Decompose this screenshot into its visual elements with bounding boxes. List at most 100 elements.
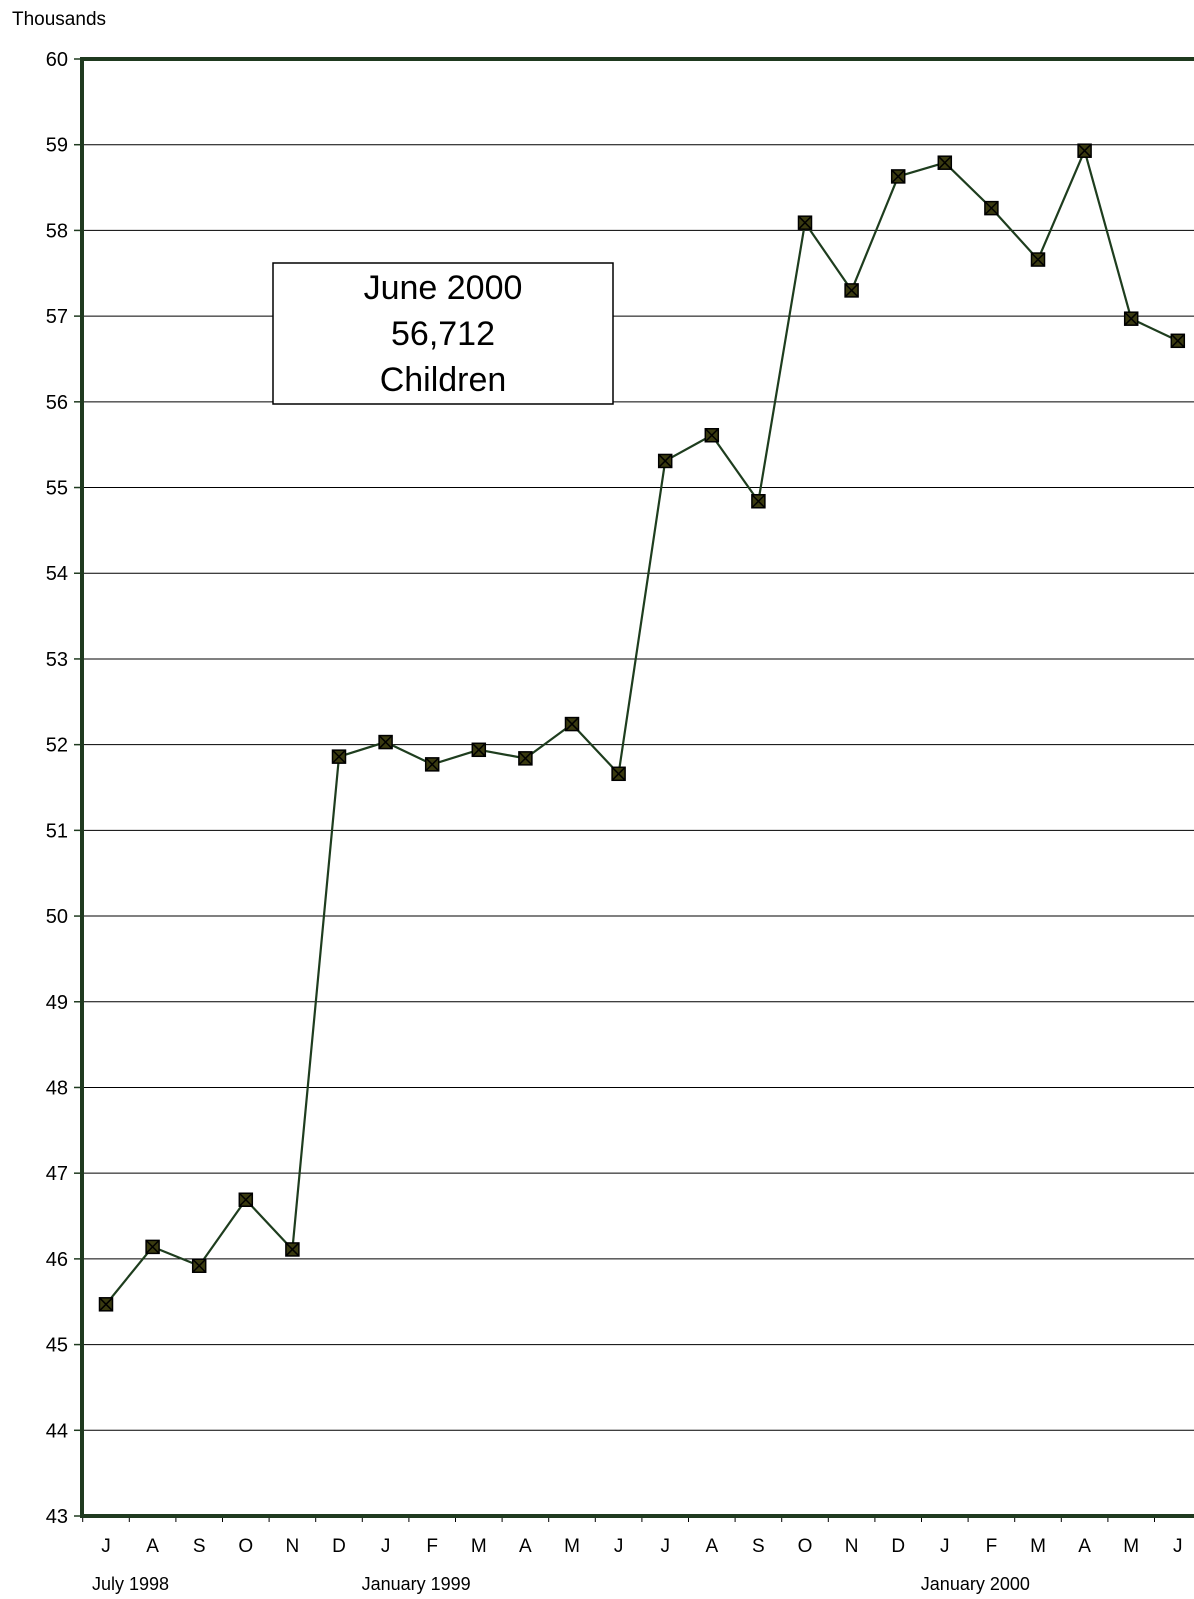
data-point [1170,333,1186,349]
x-tick-label: A [705,1536,718,1557]
data-point [285,1242,300,1257]
data-point-cross [331,749,347,764]
data-point-cross [937,155,952,170]
y-tick-label: 60 [46,49,68,71]
data-point [1123,311,1139,326]
x-tick-label: J [940,1536,950,1557]
data-point-cross [797,215,813,230]
y-axis-ticks: 43 44 45 46 47 48 49 50 51 52 53 54 55 56 57 58 59 60 [46,49,82,1528]
x-tick-label: D [891,1536,905,1557]
data-point-cross [518,751,533,766]
data-point-cross [611,766,626,781]
data-point-cross [378,735,393,750]
y-tick-label: 46 [46,1249,68,1271]
data-point [657,453,673,469]
x-tick-label: M [1123,1536,1139,1557]
y-tick-label: 45 [46,1335,68,1357]
x-tick-label: J [660,1536,670,1557]
y-tick-label: 54 [46,563,68,585]
data-point-cross [471,742,486,757]
x-tick-label: F [426,1536,438,1557]
data-point [238,1192,254,1207]
data-point-cross [704,428,719,443]
x-tick-label: N [286,1536,300,1557]
y-tick-label: 53 [46,649,68,671]
data-point [1077,143,1092,158]
data-point [1030,252,1046,267]
y-tick-label: 56 [46,392,68,414]
x-tick-label: N [845,1536,859,1557]
x-tick-label: M [1030,1536,1046,1557]
series-line [105,149,1179,1305]
x-group-label: January 2000 [921,1574,1030,1594]
data-point [191,1258,207,1273]
data-point [704,427,720,443]
annotation-line-3: Children [380,361,507,399]
x-tick-label: J [614,1536,624,1557]
data-point [751,493,766,509]
data-point-cross [1077,143,1092,158]
y-tick-label: 50 [46,906,68,928]
data-point-cross [1170,333,1185,348]
x-tick-label: A [146,1536,159,1557]
axes [80,57,1194,1518]
gridlines [82,144,1194,1431]
annotation-line-1: June 2000 [364,269,523,307]
data-point-cross [751,494,766,509]
y-tick-label: 55 [46,478,68,500]
data-point [844,283,859,298]
data-point [378,734,393,750]
data-point [937,155,953,170]
x-group-label: January 1999 [362,1574,471,1594]
x-tick-label: M [564,1536,580,1557]
y-tick-label: 43 [46,1506,68,1528]
y-tick-label: 52 [46,735,68,757]
data-point-cross [1030,252,1046,267]
annotation-line-2: 56,712 [391,315,495,353]
y-tick-label: 47 [46,1163,68,1185]
y-tick-label: 44 [46,1420,68,1442]
annotation-box: June 2000 56,712 Children [272,262,614,405]
x-tick-label: O [238,1536,253,1557]
data-point-cross [238,1192,253,1207]
data-point-cross [658,453,673,468]
y-tick-label: 57 [46,306,68,328]
y-axis-unit-label: Thousands [12,9,106,30]
x-tick-label: D [332,1536,346,1557]
series-layer [98,143,1186,1312]
data-point [564,716,580,732]
data-point [98,1297,114,1312]
data-point [471,742,487,758]
data-point [145,1239,160,1255]
x-axis-ticks: J A S O N D J F M A M J J A S O N D J F M A M J July 1998 January… [82,1516,1183,1594]
data-point [331,749,347,764]
x-tick-label: J [101,1536,111,1557]
x-tick-label: S [752,1536,765,1557]
data-point-cross [192,1258,207,1273]
data-point [424,757,440,772]
x-tick-label: J [1173,1536,1183,1557]
y-tick-label: 59 [46,135,68,157]
data-point [518,751,533,766]
y-tick-label: 48 [46,1077,68,1099]
data-point-cross [1124,311,1139,326]
data-point-cross [98,1297,114,1312]
x-tick-label: A [519,1536,532,1557]
data-point-cross [844,283,859,298]
data-point-cross [425,757,440,772]
data-point-cross [285,1242,300,1257]
x-tick-label: J [381,1536,391,1557]
y-tick-label: 58 [46,220,68,242]
data-point-cross [564,717,580,732]
x-tick-label: O [798,1536,813,1557]
x-group-label: July 1998 [92,1574,169,1594]
x-tick-label: M [471,1536,487,1557]
y-tick-label: 51 [46,820,68,842]
x-tick-label: S [193,1536,206,1557]
annotation-frame [272,262,614,405]
y-tick-label: 49 [46,992,68,1014]
data-point-cross [145,1239,160,1254]
data-point [797,215,813,230]
data-point-cross [984,201,999,216]
data-point-cross [891,169,906,184]
